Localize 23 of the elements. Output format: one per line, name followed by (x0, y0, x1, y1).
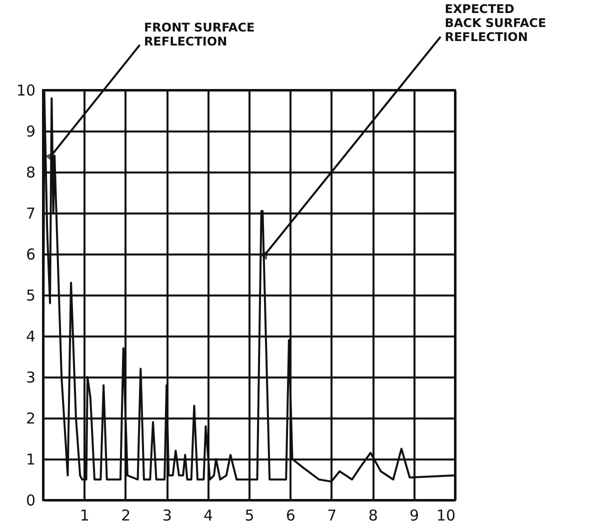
x-tick-label: 9 (410, 506, 420, 524)
y-tick-label: 9 (26, 122, 36, 140)
y-tick-label: 8 (26, 164, 36, 182)
x-tick-label: 8 (368, 506, 378, 524)
x-tick-label: 4 (204, 506, 214, 524)
y-tick-label: 7 (26, 204, 36, 222)
x-tick-label: 10 (436, 506, 456, 524)
x-tick-label: 2 (121, 506, 131, 524)
x-tick-label: 6 (286, 506, 296, 524)
x-tick-label: 3 (162, 506, 172, 524)
y-tick-label: 1 (26, 450, 36, 468)
y-tick-label: 3 (26, 368, 36, 386)
x-tick-label: 7 (327, 506, 337, 524)
x-tick-label: 5 (244, 506, 254, 524)
y-tick-label: 6 (26, 246, 36, 264)
y-tick-label: 4 (26, 328, 36, 346)
annotation: EXPECTED BACK SURFACE REFLECTION (444, 2, 546, 44)
annotation: FRONT SURFACE REFLECTION (144, 20, 255, 48)
y-tick-label: 0 (26, 492, 36, 510)
y-tick-label: 2 (26, 410, 36, 428)
x-tick-label: 1 (80, 506, 90, 524)
y-tick-label: 10 (16, 82, 36, 100)
y-tick-label: 5 (26, 286, 36, 304)
